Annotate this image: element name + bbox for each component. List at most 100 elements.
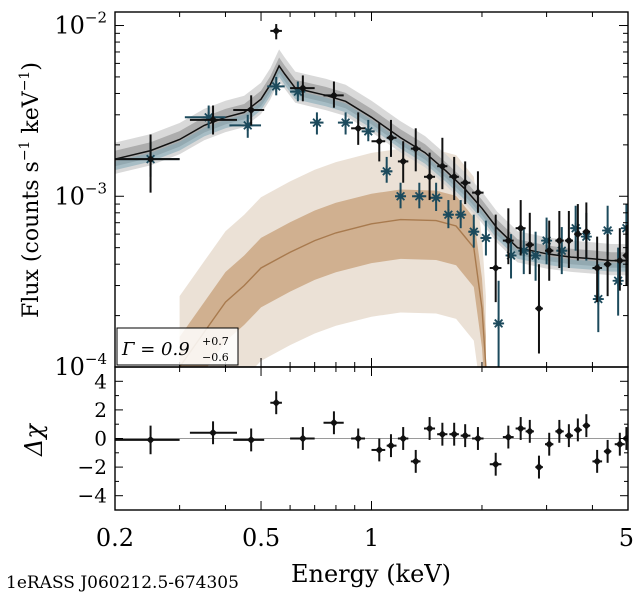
black-data-point xyxy=(472,171,484,213)
blue-data-point xyxy=(455,200,467,229)
black-data-point xyxy=(525,212,534,275)
model-confidence-bands xyxy=(115,49,628,367)
residual-y-tick-label: 4 xyxy=(94,369,107,393)
residual-point xyxy=(115,425,180,455)
residual-point xyxy=(525,419,534,443)
y-tick-label: 10−4 xyxy=(54,350,107,381)
source-name-label: 1eRASS J060212.5-674305 xyxy=(6,573,239,593)
black-data-point xyxy=(115,134,180,193)
brown-model-inner-band xyxy=(179,189,486,367)
black-data-point xyxy=(270,24,282,40)
residual-y-tick-label: −4 xyxy=(78,484,107,508)
blue-data-point xyxy=(361,119,375,142)
black-data-point xyxy=(233,95,265,126)
black-data-point xyxy=(502,208,514,265)
residual-point xyxy=(423,417,436,440)
black-data-point xyxy=(371,122,386,162)
residual-y-tick-label: 0 xyxy=(94,427,107,451)
black-data-point xyxy=(189,105,237,135)
residual-point xyxy=(397,427,409,450)
gamma-annotation-box xyxy=(116,327,239,366)
blue-data-point xyxy=(267,76,285,96)
blue-data-point xyxy=(530,231,542,281)
spectrum-data-points xyxy=(115,24,628,367)
residual-point xyxy=(290,427,315,450)
blue-data-point xyxy=(184,105,226,129)
black-data-point xyxy=(592,236,603,303)
residual-point xyxy=(603,439,612,463)
residual-point xyxy=(489,452,502,476)
black-data-point xyxy=(351,112,365,145)
black-data-point xyxy=(534,264,543,354)
residual-point xyxy=(573,418,582,442)
residual-point xyxy=(449,422,459,446)
blue-data-point xyxy=(429,182,443,211)
blue-data-point xyxy=(493,280,505,367)
blue-data-point xyxy=(468,214,480,248)
x-tick-label: 1 xyxy=(364,524,379,552)
residual-point xyxy=(534,455,543,479)
black-data-point xyxy=(544,220,554,281)
residual-point xyxy=(472,427,484,450)
residual-point xyxy=(502,425,514,449)
gamma-lower-error: −0.6 xyxy=(202,351,229,364)
blue-model-band xyxy=(115,68,628,272)
blue-data-point xyxy=(395,182,407,209)
residual-point xyxy=(564,424,573,448)
residual-point xyxy=(544,432,554,456)
x-tick-label: 5 xyxy=(619,524,634,552)
black-data-point xyxy=(564,210,573,269)
blue-data-point xyxy=(480,220,492,256)
black-data-point xyxy=(460,161,471,205)
residual-point xyxy=(351,428,365,449)
black-data-point xyxy=(397,141,409,183)
blue-data-point xyxy=(337,112,353,135)
brown-model-line xyxy=(179,218,487,367)
blue-data-point xyxy=(229,114,262,138)
black-data-point xyxy=(323,81,344,108)
residual-point xyxy=(386,434,397,458)
residual-point xyxy=(555,419,564,443)
x-tick-label: 0.5 xyxy=(242,524,280,552)
axis-ticks xyxy=(114,12,629,510)
total-model-line xyxy=(115,64,628,262)
residual-point xyxy=(270,391,282,415)
black-data-point xyxy=(614,228,625,291)
black-data-point xyxy=(449,156,459,201)
x-axis-label: Energy (keV) xyxy=(291,560,451,588)
black-data-point xyxy=(573,204,582,261)
blue-data-point xyxy=(412,182,427,209)
y-tick-label: 10−2 xyxy=(54,9,107,40)
black-data-point xyxy=(555,210,564,269)
black-data-point xyxy=(410,128,421,172)
residual-point xyxy=(323,411,344,435)
residual-point xyxy=(189,421,237,445)
black-data-point xyxy=(386,119,397,157)
residual-point xyxy=(371,438,386,462)
residual-point xyxy=(410,449,421,473)
spectrum-y-axis-label: Flux (counts s−1 keV−1) xyxy=(17,62,44,318)
gamma-annotation: Γ = 0.9 +0.7 −0.6 xyxy=(116,327,239,366)
black-data-point xyxy=(489,214,502,303)
residual-point xyxy=(460,424,471,448)
black-data-point xyxy=(437,137,448,190)
residual-y-axis-label: Δχ xyxy=(20,423,48,457)
x-tick-label: 0.2 xyxy=(96,524,134,552)
blue-data-point xyxy=(310,112,324,135)
residual-point xyxy=(515,417,526,440)
residual-point xyxy=(614,432,625,456)
gamma-upper-error: +0.7 xyxy=(202,335,229,348)
black-data-point xyxy=(582,202,591,259)
tick-labels: 10−2 10−3 10−44 2 0 −2 −4 0.2 0.5 1 5 xyxy=(54,9,634,552)
black-data-point xyxy=(515,200,526,256)
blue-data-point xyxy=(380,156,393,183)
gamma-symbol: Γ = 0.9 xyxy=(121,339,190,360)
residual-y-tick-label: 2 xyxy=(94,398,107,422)
residual-data-points xyxy=(115,391,628,479)
residual-point xyxy=(582,414,591,438)
residual-point xyxy=(437,422,448,446)
blue-data-point xyxy=(442,200,454,229)
black-data-point xyxy=(423,152,436,201)
black-data-point xyxy=(603,234,612,297)
